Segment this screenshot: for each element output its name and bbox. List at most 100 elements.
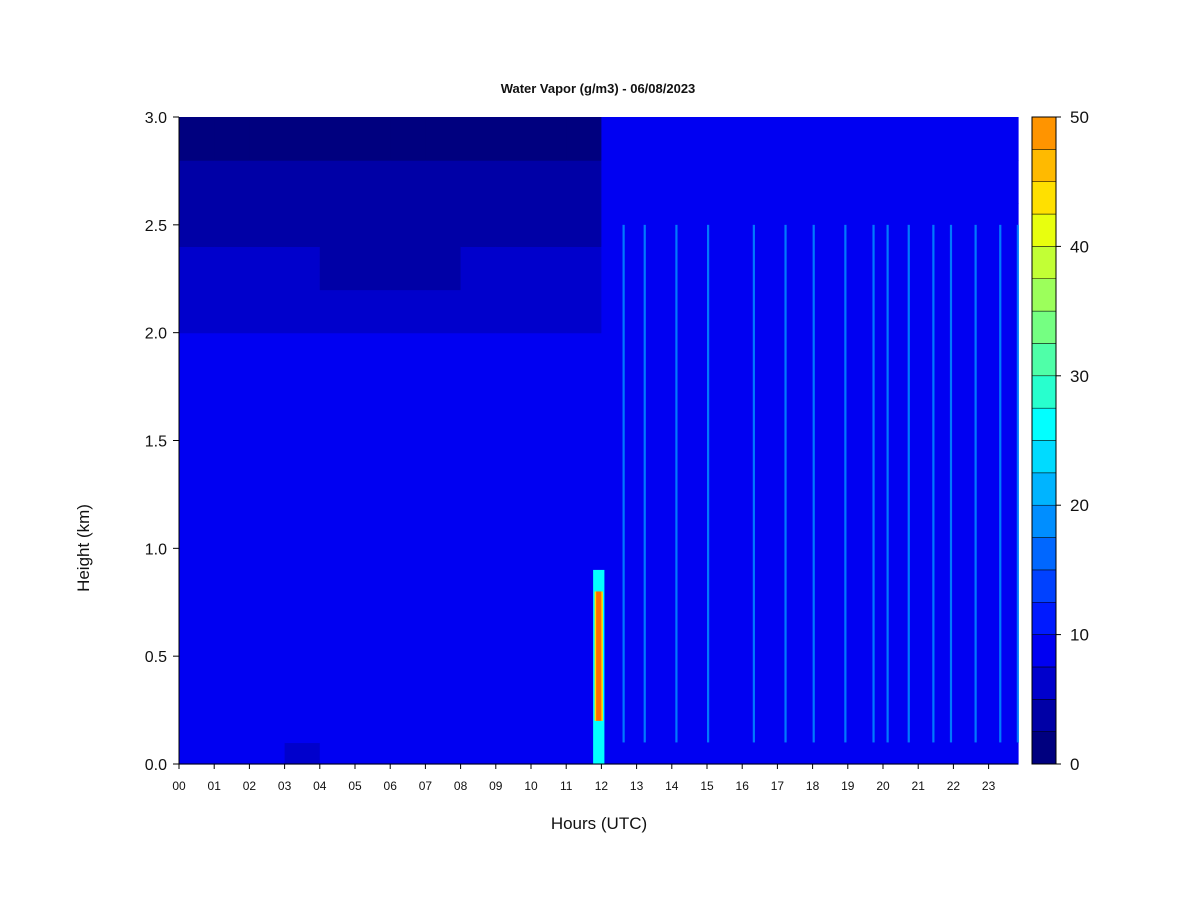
heatmap-cell	[742, 505, 778, 549]
heatmap-cell	[390, 742, 426, 765]
heatmap-cell	[460, 613, 497, 636]
heatmap-cell	[425, 742, 462, 765]
heatmap-cell	[671, 569, 708, 593]
heatmap-cell	[566, 418, 602, 463]
y-tick-label: 0.5	[145, 649, 167, 666]
heatmap-cell	[671, 699, 708, 722]
heatmap-cell	[883, 462, 919, 506]
heatmap-cell	[284, 160, 321, 204]
heatmap-cell	[531, 375, 567, 420]
heatmap-cell	[601, 375, 638, 420]
heatmap-cell	[988, 548, 1019, 571]
heatmap-cell	[636, 656, 673, 679]
heatmap-cell	[531, 203, 567, 247]
heatmap-cell	[953, 613, 990, 636]
heatmap-cell	[636, 160, 673, 204]
heatmap-cell	[284, 720, 321, 744]
heatmap-cell	[636, 332, 673, 377]
heatmap-cell	[601, 677, 638, 700]
heatmap-cell	[707, 332, 743, 377]
heatmap-cell	[566, 505, 602, 549]
heatmap-cell	[319, 699, 356, 722]
heatmap-cell	[918, 591, 954, 614]
heatmap-cell	[707, 117, 743, 161]
heatmap-cell	[671, 591, 708, 614]
heatmap-cell	[249, 246, 286, 291]
heatmap-cell	[953, 203, 990, 247]
heatmap-cell	[918, 613, 954, 636]
heatmap-cell	[319, 548, 356, 571]
heatmap-cell	[601, 613, 638, 636]
heatmap-cell	[883, 720, 919, 744]
heatmap-cell	[847, 677, 884, 700]
streak-mark	[974, 224, 977, 743]
heatmap-cell	[636, 634, 673, 657]
heatmap-cell	[319, 569, 356, 593]
heatmap-cell	[953, 332, 990, 377]
heatmap-cell	[425, 246, 462, 291]
heatmap-cell	[249, 699, 286, 722]
heatmap-cell	[531, 462, 567, 506]
heatmap-cell	[777, 634, 814, 657]
colorbar-swatch	[1031, 666, 1057, 700]
heatmap-cell	[566, 569, 602, 593]
heatmap-cell	[284, 203, 321, 247]
heatmap-cell	[319, 720, 356, 744]
heatmap-cell	[566, 375, 602, 420]
heatmap-cell	[671, 332, 708, 377]
heatmap-cell	[390, 203, 426, 247]
streak-mark	[812, 224, 815, 743]
heatmap-cell	[460, 332, 497, 377]
heatmap-cell	[742, 699, 778, 722]
heatmap-cell	[531, 634, 567, 657]
heatmap-cell	[214, 569, 250, 593]
heatmap-cell	[988, 569, 1019, 593]
heatmap-cell	[179, 591, 215, 614]
heatmap-cell	[601, 117, 638, 161]
heatmap-cell	[812, 613, 849, 636]
heatmap-cell	[566, 656, 602, 679]
heatmap-cell	[566, 289, 602, 334]
heatmap-cell	[601, 699, 638, 722]
heatmap-cell	[531, 332, 567, 377]
heatmap-cell	[883, 289, 919, 334]
heatmap-cell	[531, 117, 567, 161]
heatmap-cell	[707, 203, 743, 247]
heatmap-cell	[319, 656, 356, 679]
heatmap-cell	[179, 246, 215, 291]
heatmap-cell	[707, 569, 743, 593]
streak-mark	[1016, 224, 1019, 743]
heatmap-cell	[988, 375, 1019, 420]
heatmap-cell	[179, 375, 215, 420]
x-tick-label: 13	[630, 779, 644, 793]
x-tick-label: 20	[876, 779, 890, 793]
colorbar-swatch	[1031, 116, 1057, 150]
heatmap-cell	[847, 462, 884, 506]
heatmap-cell	[742, 289, 778, 334]
heatmap-cell	[636, 548, 673, 571]
heatmap-cell	[918, 548, 954, 571]
heatmap-cell	[777, 117, 814, 161]
heatmap-cell	[566, 634, 602, 657]
heatmap-cell	[319, 591, 356, 614]
x-axis: 00 01 02 03 04 05 06 07 08 09 10 11 12 13 14 15 16 17 18 19…	[172, 763, 1018, 793]
heatmap-cell	[636, 699, 673, 722]
heatmap-cell	[777, 677, 814, 700]
heatmap-cell	[812, 289, 849, 334]
heatmap-cell	[460, 656, 497, 679]
heatmap-cell	[214, 375, 250, 420]
heatmap-cell	[671, 375, 708, 420]
heatmap-cell	[319, 462, 356, 506]
heatmap-cell	[918, 634, 954, 657]
heatmap-cell	[636, 720, 673, 744]
heatmap-cell	[566, 677, 602, 700]
heatmap-cell	[953, 569, 990, 593]
heatmap-cell	[179, 462, 215, 506]
heatmap-cell	[460, 634, 497, 657]
colorbar-swatch	[1031, 731, 1057, 765]
heatmap-cell	[707, 246, 743, 291]
heatmap-cell	[566, 117, 602, 161]
heatmap-cell	[777, 720, 814, 744]
heatmap-cell	[601, 203, 638, 247]
x-tick-label: 04	[313, 779, 327, 793]
